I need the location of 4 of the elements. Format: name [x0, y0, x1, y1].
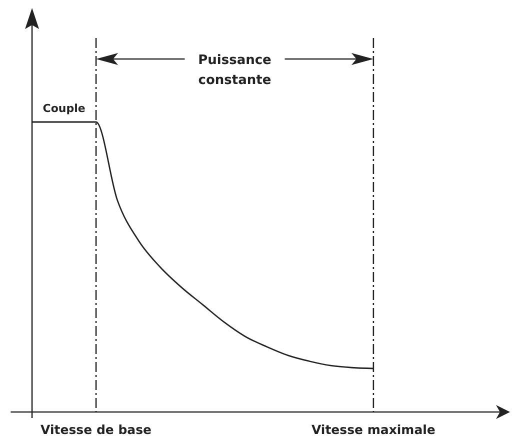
x-tick-label: Vitesse de base	[40, 422, 152, 437]
x-tick-label: Vitesse maximale	[311, 422, 436, 437]
text: Puissance constante	[198, 53, 272, 88]
series-label: Couple	[42, 102, 86, 115]
